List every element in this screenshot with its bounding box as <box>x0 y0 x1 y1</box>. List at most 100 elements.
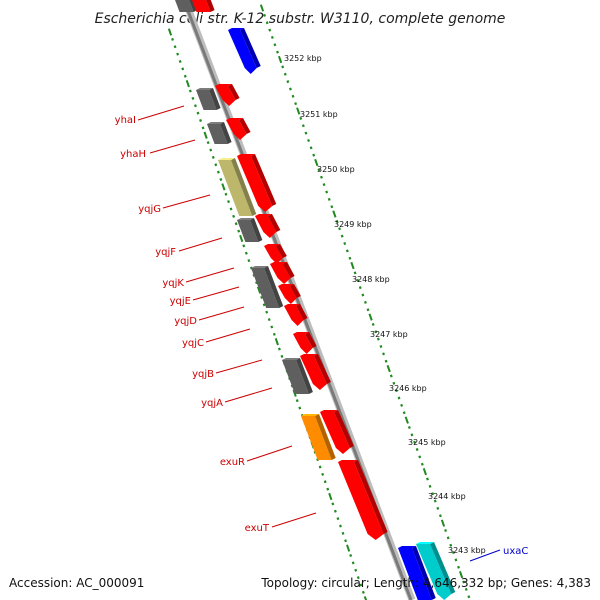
gene-feature-face <box>218 160 253 216</box>
gene-feature-top <box>237 154 255 156</box>
gene-feature-face <box>215 86 236 106</box>
scale-tick <box>328 492 333 501</box>
gene-feature-top <box>226 118 243 120</box>
scale-tick <box>440 519 446 527</box>
scale-tick <box>356 576 360 580</box>
gene-label-yqjD: yqjD <box>174 316 197 327</box>
scale-tick <box>272 332 276 336</box>
scale-tick <box>410 433 414 437</box>
gene-label-yqjB: yqjB <box>192 369 214 380</box>
scale-tick <box>457 565 460 569</box>
scale-tick <box>206 141 210 145</box>
gene-feature-face <box>284 306 304 326</box>
scale-tick <box>458 571 464 579</box>
scale-tick <box>366 308 370 312</box>
scale-tick <box>307 138 310 142</box>
gene-feature-face <box>416 544 452 600</box>
gene-feature-top <box>251 266 268 268</box>
gene-feature <box>226 118 251 140</box>
scale-tick <box>270 325 274 329</box>
gene-feature-side <box>354 460 388 534</box>
scale-tick <box>181 67 185 71</box>
gene-label-uxaC: uxaC <box>503 546 528 557</box>
gene-labels: yhaI yhaH yqjG yqjF yqjK yqjE yqjD yqjC … <box>115 115 529 557</box>
scale-tick <box>312 153 316 157</box>
scale-tick <box>274 338 279 346</box>
gene-feature-side <box>240 28 261 68</box>
scale-tick <box>400 403 404 407</box>
gene-label-exuR: exuR <box>220 457 245 468</box>
gene-feature-side <box>209 88 221 110</box>
scale-tick <box>194 104 197 108</box>
gene-feature <box>237 154 277 212</box>
scale-tick <box>467 595 471 599</box>
gene-feature-side <box>251 154 277 206</box>
gene-feature-face <box>251 268 280 308</box>
gene-feature-top <box>270 262 287 264</box>
gene-feature-top <box>301 414 319 416</box>
scale-tick <box>317 168 321 172</box>
scale-tick <box>265 310 269 314</box>
gene-feature-face <box>237 220 259 242</box>
gene-feature <box>192 0 215 12</box>
gene-feature-top <box>237 218 254 220</box>
scale-tick <box>203 131 208 139</box>
gene-feature-face <box>278 286 297 304</box>
gene-label-yqjG: yqjG <box>138 204 161 215</box>
scale-tick <box>431 492 435 496</box>
gene-feature <box>278 284 301 304</box>
accession-text: Accession: AC_000091 <box>9 576 144 590</box>
gene-feature <box>320 410 354 454</box>
scale-tick <box>234 222 238 226</box>
gene-feature <box>251 266 284 308</box>
gene-feature <box>196 88 221 110</box>
gene-feature-side <box>314 354 331 384</box>
gene-feature <box>301 414 336 460</box>
gene-feature-side <box>276 244 287 258</box>
scale-tick <box>242 244 246 248</box>
scale-tick <box>389 374 393 378</box>
scale-tick <box>454 558 458 562</box>
gene-feature-side <box>220 122 232 144</box>
scale-tick <box>176 52 180 56</box>
scale-tick <box>379 345 383 349</box>
scale-tick <box>185 79 190 88</box>
scale-tick <box>277 347 281 351</box>
gene-feature-top <box>300 354 318 356</box>
scale-tick <box>322 183 326 187</box>
gene-feature <box>282 358 313 394</box>
scale-tick <box>299 116 303 120</box>
gene-feature-face <box>226 120 247 140</box>
scale-tick <box>201 126 205 130</box>
gene-feature-top <box>293 332 309 334</box>
gene-feature-side <box>206 0 215 12</box>
gene-feature-top <box>207 122 224 124</box>
gene-label-yhaH: yhaH <box>120 149 146 160</box>
gene-feature-face <box>300 356 327 390</box>
scale-tick <box>304 131 308 135</box>
scale-tick <box>320 175 323 179</box>
gene-feature-side <box>296 304 308 320</box>
scale-tick <box>173 45 177 49</box>
scale-tick <box>420 462 424 466</box>
gene-feature-side <box>268 214 281 232</box>
scale-tick <box>343 241 347 245</box>
scale-tick <box>349 554 353 558</box>
gene-feature <box>237 218 263 242</box>
scale-tick <box>263 13 267 17</box>
gene-feature-side <box>296 358 313 394</box>
scale-label-3249: 3249 kbp <box>334 220 372 229</box>
gene-feature <box>284 304 308 326</box>
gene-feature-face <box>398 548 432 600</box>
gene-label-exuT: exuT <box>245 523 270 534</box>
scale-tick <box>384 359 388 363</box>
gene-feature <box>270 262 295 284</box>
scale-label-3250: 3250 kbp <box>317 165 355 174</box>
scale-tick <box>333 509 337 513</box>
scale-tick <box>277 55 283 64</box>
gene-feature-face <box>228 30 257 74</box>
scale-tick <box>323 480 327 484</box>
scale-tick <box>273 43 277 47</box>
gene-label-yqjF: yqjF <box>155 247 176 258</box>
gene-feature-face <box>237 156 273 212</box>
